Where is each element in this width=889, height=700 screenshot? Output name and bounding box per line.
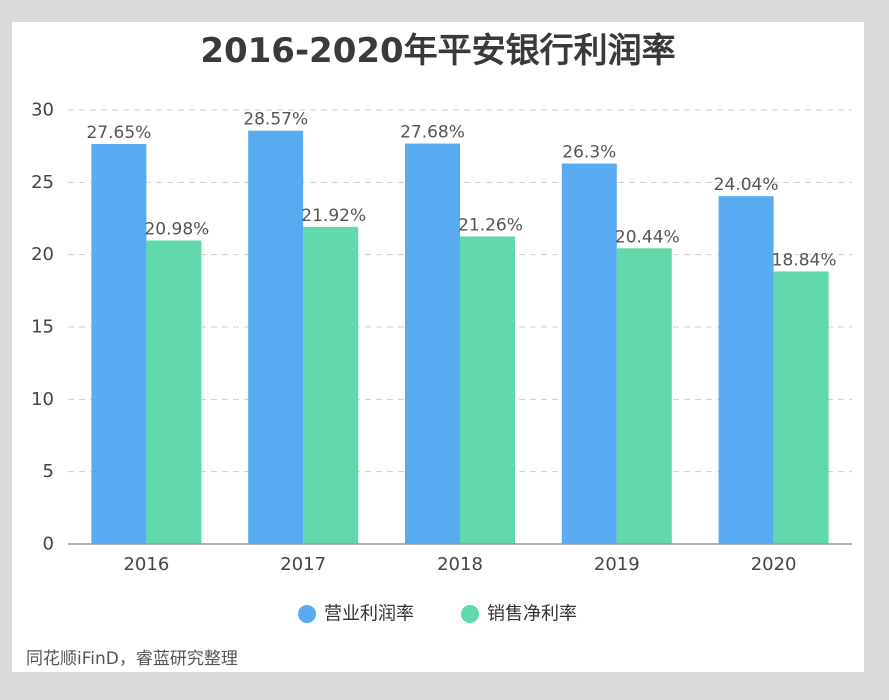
bar-operating-margin-2018 — [405, 143, 460, 544]
data-label-net-margin-2016: 20.98% — [144, 219, 209, 239]
bar-net-margin-2019 — [616, 248, 672, 544]
legend: 营业利润率 销售净利率 — [298, 604, 577, 625]
chart-svg: 2016-2020年平安银行利润率 0 5 10 15 20 25 30 27.65% 20.… — [26, 31, 852, 669]
y-tick-label: 15 — [31, 317, 54, 338]
bar-operating-margin-2017 — [248, 130, 304, 545]
data-label-net-margin-2020: 18.84% — [772, 250, 837, 270]
data-label-net-margin-2017: 21.92% — [301, 206, 366, 226]
bar-net-margin-2018 — [460, 236, 515, 544]
y-axis-ticks: 0 5 10 15 20 25 30 — [31, 100, 54, 555]
y-tick-label: 30 — [31, 100, 54, 121]
bar-operating-margin-2020 — [718, 196, 774, 545]
bar-net-margin-2020 — [773, 271, 829, 544]
bar-net-margin-2017 — [303, 226, 359, 544]
data-label-net-margin-2018: 21.26% — [458, 215, 523, 235]
x-tick-label: 2016 — [123, 554, 169, 575]
legend-label-net-margin: 销售净利率 — [487, 604, 577, 625]
data-label-operating-margin-2020: 24.04% — [714, 175, 779, 195]
x-tick-label: 2017 — [280, 554, 326, 575]
y-tick-label: 10 — [31, 389, 54, 410]
data-labels: 27.65% 20.98% 28.57% 21.92% 27.68% 21.26% 26.3… — [86, 110, 836, 271]
bar-operating-margin-2016 — [91, 143, 147, 544]
legend-swatch-operating-margin — [298, 605, 316, 623]
legend-swatch-net-margin — [461, 605, 479, 623]
bars — [91, 130, 829, 545]
y-tick-label: 0 — [43, 534, 54, 555]
y-tick-label: 25 — [31, 172, 54, 193]
data-label-operating-margin-2017: 28.57% — [243, 110, 308, 130]
bar-operating-margin-2019 — [561, 163, 617, 544]
x-axis-ticks: 2016 2017 2018 2019 2020 — [123, 554, 796, 575]
y-tick-label: 20 — [31, 244, 54, 265]
x-tick-label: 2019 — [594, 554, 640, 575]
y-tick-label: 5 — [43, 461, 54, 482]
x-tick-label: 2018 — [437, 554, 483, 575]
data-label-net-margin-2019: 20.44% — [615, 227, 680, 247]
legend-label-operating-margin: 营业利润率 — [324, 604, 414, 625]
x-tick-label: 2020 — [751, 554, 797, 575]
data-label-operating-margin-2018: 27.68% — [400, 123, 465, 143]
bar-net-margin-2016 — [146, 240, 202, 545]
chart-title: 2016-2020年平安银行利润率 — [200, 31, 675, 71]
data-label-operating-margin-2019: 26.3% — [562, 143, 616, 163]
source-note: 同花顺iFinD，睿蓝研究整理 — [26, 649, 238, 669]
chart-card: 2016-2020年平安银行利润率 0 5 10 15 20 25 30 27.65% 20.… — [12, 22, 864, 672]
data-label-operating-margin-2016: 27.65% — [86, 123, 151, 143]
